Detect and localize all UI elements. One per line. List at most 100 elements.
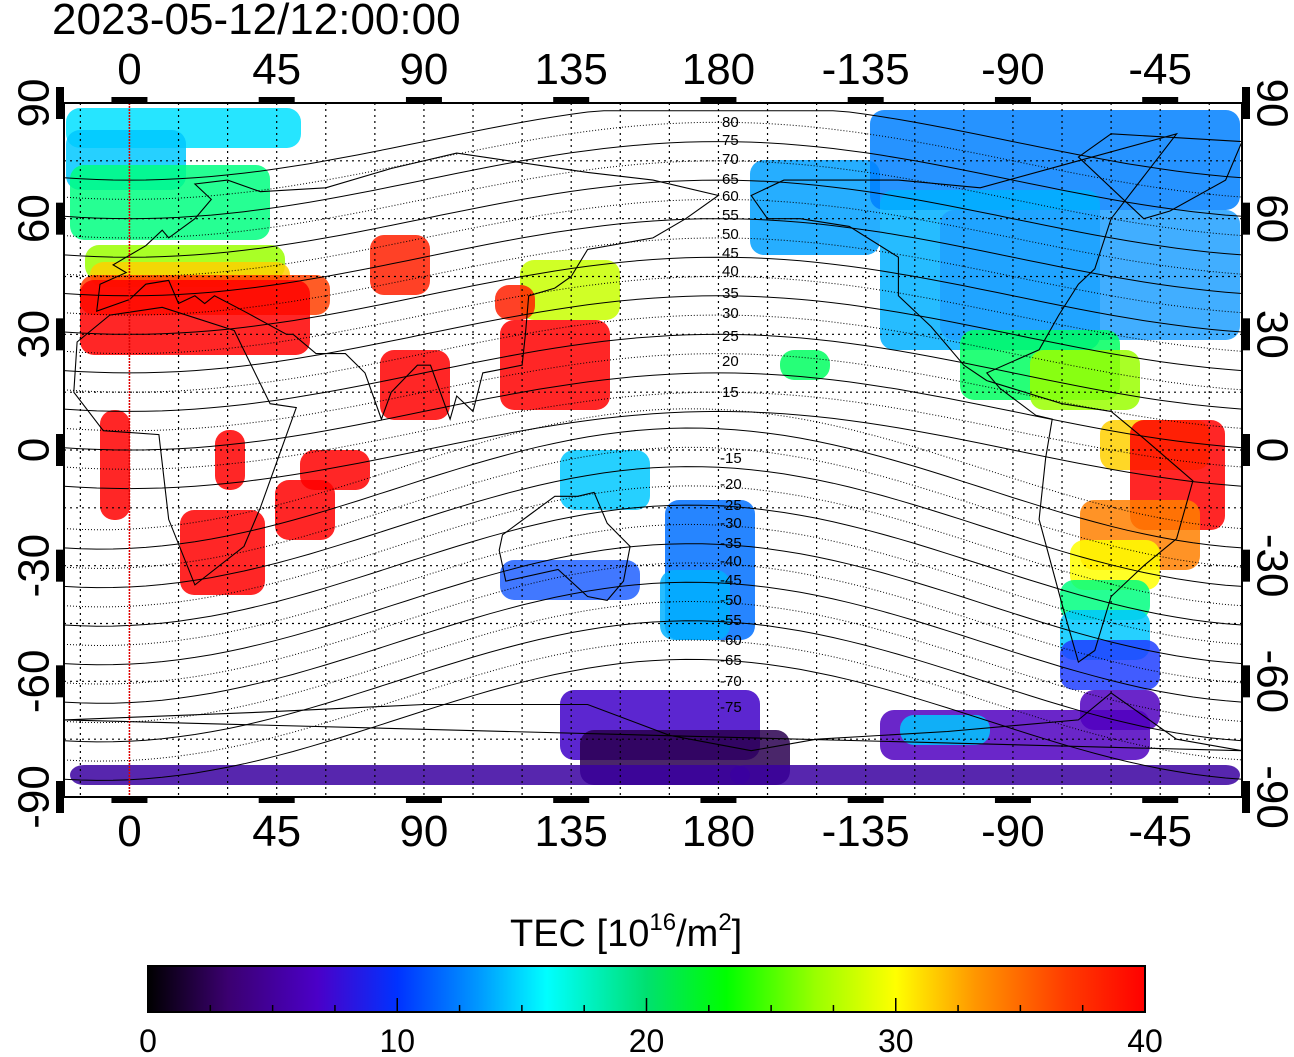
tec-cell [380, 350, 450, 420]
contour-line [64, 427, 1242, 550]
contour-label: -60 [720, 632, 742, 649]
top-lon-label: 180 [682, 45, 755, 94]
frame-tick-bottom [1142, 797, 1179, 803]
tec-cell [275, 480, 335, 540]
coastline-outline [750, 132, 1194, 663]
right-lat-label: 90 [1248, 79, 1294, 128]
top-lon-label: 135 [534, 45, 607, 94]
contour-label: 40 [722, 263, 739, 280]
left-lat-label: 30 [10, 310, 59, 359]
coastlines [64, 132, 1242, 752]
frame-tick-top [258, 97, 295, 103]
coastline-outline [73, 306, 298, 586]
contour-label: 25 [722, 328, 739, 345]
contour-line [64, 110, 1242, 181]
right-lat-label: 60 [1248, 194, 1294, 243]
contour-line [64, 543, 1242, 666]
top-longitude-labels: 0 45 90 135 180 -135 -90 -45 [117, 45, 1192, 94]
contour-line [64, 256, 1242, 335]
coastline-outline [498, 491, 631, 602]
frame-tick-right [1242, 434, 1250, 466]
contour-line [64, 620, 1242, 743]
frame-tick-right [1242, 87, 1250, 119]
coastline-outline [64, 692, 1242, 752]
left-lat-label: -60 [10, 650, 59, 714]
frame-tick-left [56, 665, 64, 698]
coastline-outline [1077, 133, 1242, 220]
colorbar-tick-label: 40 [1127, 1023, 1163, 1057]
contour-label: -45 [720, 572, 742, 589]
contour-label: 50 [722, 226, 739, 243]
bottom-longitude-labels: 0 45 90 135 180 -135 -90 -45 [117, 807, 1192, 856]
contour-line [64, 485, 1242, 608]
top-lon-label: -135 [822, 45, 910, 94]
bottom-lon-label: -135 [822, 807, 910, 856]
frame-tick-right [1242, 549, 1250, 582]
contour-line [64, 504, 1242, 627]
frame-tick-top [111, 97, 148, 103]
top-lon-label: -90 [981, 45, 1045, 94]
tec-cell [370, 235, 430, 295]
colorbar-title: TEC [1016/m2] [510, 909, 742, 955]
contour-line [64, 218, 1242, 297]
contour-line [64, 658, 1242, 781]
left-latitude-labels: 90 60 30 0 -30 -60 -90 [10, 79, 59, 829]
frame-tick-top [1142, 97, 1179, 103]
right-lat-label: -90 [1248, 765, 1294, 829]
tec-cell [780, 350, 830, 380]
tec-cell [1070, 540, 1160, 590]
tec-cell [495, 285, 535, 320]
contour-label: -35 [720, 535, 742, 552]
contour-line [64, 333, 1242, 412]
contour-label: 75 [722, 132, 739, 149]
top-lon-label: 90 [399, 45, 448, 94]
timestamp-label: 2023-05-12/12:00:00 [52, 0, 461, 44]
bottom-lon-label: 180 [682, 807, 755, 856]
frame-tick-bottom [994, 797, 1031, 803]
left-lat-label: 90 [10, 79, 59, 128]
frame-tick-right [1242, 781, 1250, 813]
colorbar-tick-label: 20 [629, 1023, 665, 1057]
tec-cell [660, 570, 730, 640]
colorbar-tick-label: 10 [379, 1023, 415, 1057]
contour-label: 20 [722, 353, 739, 370]
tec-data-layer [66, 108, 1240, 785]
left-lat-label: -90 [10, 765, 59, 829]
colorbar-tick-label: 0 [139, 1023, 157, 1057]
contour-label: 65 [722, 171, 739, 188]
contour-label: 60 [722, 188, 739, 205]
tec-cell [900, 715, 990, 745]
contour-label: -55 [720, 612, 742, 629]
colorbar-tick-labels: 0 10 20 30 40 [139, 1023, 1163, 1057]
frame-tick-bottom [258, 797, 295, 803]
bottom-lon-label: -45 [1128, 807, 1192, 856]
tec-cell [300, 450, 370, 490]
frame-tick-top [553, 97, 590, 103]
tec-cell [70, 765, 750, 785]
contour-label: -15 [720, 450, 742, 467]
frame-tick-bottom [847, 797, 884, 803]
contour-label: 55 [722, 207, 739, 224]
frame-tick-right [1242, 665, 1250, 698]
top-lon-label: 45 [252, 45, 301, 94]
contour-label: 70 [722, 151, 739, 168]
contour-label: -75 [720, 699, 742, 716]
frame-tick-left [56, 781, 64, 813]
frame-tick-right [1242, 318, 1250, 351]
tec-cell [100, 410, 130, 520]
contour-label: 45 [722, 245, 739, 262]
tec-cell [520, 260, 620, 320]
tec-cell [1030, 350, 1140, 410]
contour-line [64, 562, 1242, 685]
frame-tick-left [56, 549, 64, 582]
contour-line [64, 639, 1242, 762]
top-lon-label: 0 [117, 45, 141, 94]
tec-cell [560, 450, 650, 510]
frame-tick-top [994, 97, 1031, 103]
contour-line [64, 408, 1242, 531]
contour-label: -25 [720, 497, 742, 514]
frame-tick-bottom [553, 797, 590, 803]
left-lat-label: -30 [10, 534, 59, 598]
